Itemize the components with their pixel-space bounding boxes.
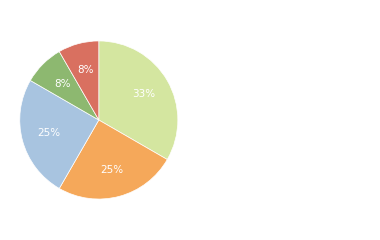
Wedge shape: [59, 120, 167, 199]
Text: 33%: 33%: [132, 89, 155, 99]
Text: 25%: 25%: [101, 165, 124, 175]
Wedge shape: [99, 41, 178, 160]
Text: 8%: 8%: [77, 65, 94, 75]
Wedge shape: [20, 80, 99, 188]
Text: 25%: 25%: [38, 128, 61, 138]
Text: 8%: 8%: [54, 79, 71, 89]
Legend: The University of Hong Kong [4], Wellcome Sanger Institute [3], Mined from GenBa: The University of Hong Kong [4], Wellcom…: [195, 5, 369, 86]
Wedge shape: [59, 41, 99, 120]
Wedge shape: [30, 52, 99, 120]
